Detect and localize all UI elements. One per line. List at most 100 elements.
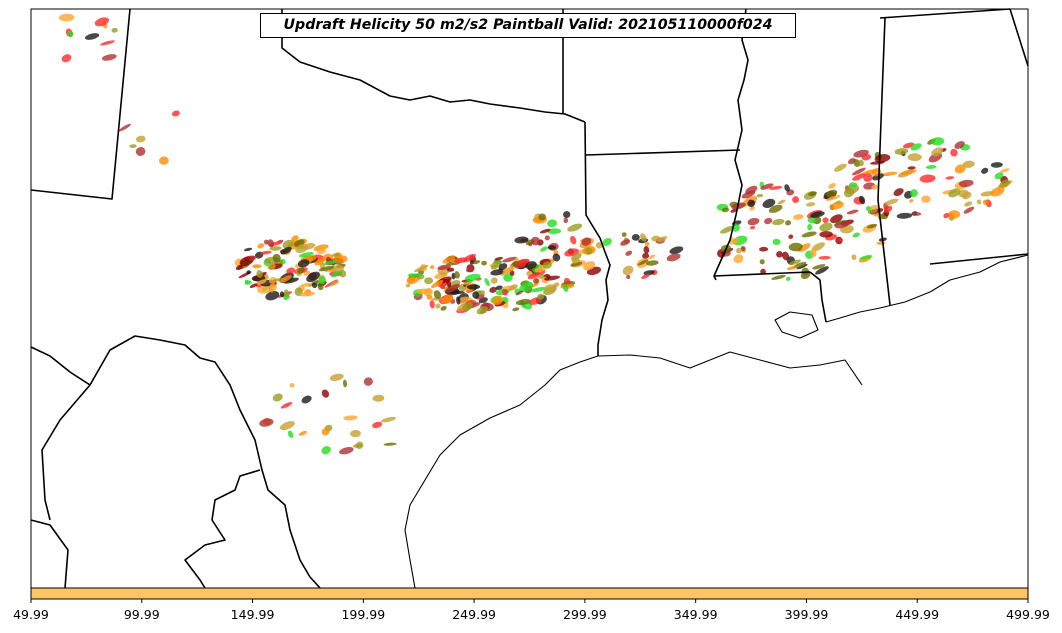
- paintball-blob: [279, 258, 286, 265]
- paintball-blob: [852, 173, 866, 181]
- paintball-blob: [792, 214, 804, 220]
- paintball-blob: [776, 251, 783, 258]
- colorbar-tick-label: 299.99: [563, 607, 607, 622]
- paintball-blob: [760, 183, 774, 190]
- paintball-blob: [372, 421, 383, 429]
- paintball-blob: [976, 199, 982, 205]
- paintball-blob: [570, 235, 577, 245]
- paintball-blob: [788, 234, 794, 239]
- paintball-blob: [313, 244, 328, 252]
- paintball-blob: [884, 205, 893, 213]
- paintball-blob: [826, 195, 841, 201]
- paintball-blob: [512, 307, 520, 312]
- paintball-blob: [747, 199, 756, 208]
- paintball-blob: [494, 256, 503, 261]
- paintball-blob: [286, 267, 296, 274]
- paintball-blob: [456, 296, 461, 305]
- paintball-blob: [772, 238, 781, 246]
- paintball-blob: [759, 246, 769, 252]
- paintball-blob: [990, 186, 1005, 197]
- paintball-blob: [749, 206, 756, 211]
- colorbar: [30, 587, 1029, 600]
- paintball-blob: [962, 160, 975, 168]
- colorbar-tick-label: 149.99: [230, 607, 275, 622]
- paintball-blob: [741, 190, 756, 199]
- map-title: Updraft Helicity 50 m2/s2 Paintball Vali…: [260, 13, 796, 38]
- paintball-blob: [542, 261, 552, 269]
- paintball-blob: [853, 159, 861, 167]
- paintball-blob: [539, 228, 551, 234]
- paintball-blob: [430, 265, 435, 270]
- paintball-blob: [777, 199, 786, 205]
- paintball-blob: [547, 228, 562, 235]
- paintball-blob: [171, 110, 180, 117]
- paintball-blob: [462, 301, 473, 311]
- paintball-blob: [721, 207, 730, 213]
- paintball-blob: [61, 54, 72, 63]
- paintball-blob: [759, 259, 765, 265]
- paintball-blob: [426, 294, 433, 300]
- paintball-blob: [785, 220, 792, 226]
- paintball-blob: [637, 259, 649, 266]
- paintball-blob: [958, 179, 974, 188]
- paintball-blob: [567, 223, 583, 232]
- paintball-blob: [525, 261, 537, 270]
- paintball-blob: [490, 269, 504, 276]
- paintball-blob: [859, 255, 873, 260]
- paintball-blob: [249, 255, 256, 262]
- paintball-blob: [380, 416, 397, 423]
- paintball-blob: [964, 201, 973, 207]
- paintball-blob: [789, 259, 801, 266]
- paintball-blob: [503, 273, 513, 282]
- paintball-blob: [796, 263, 808, 270]
- paintball-blob: [323, 260, 339, 266]
- paintball-blob: [429, 300, 435, 309]
- paintball-blob: [317, 284, 324, 291]
- paintball-blob: [666, 253, 681, 262]
- paintball-blob: [954, 141, 965, 149]
- paintball-blob: [476, 290, 486, 296]
- paintball-blob: [563, 217, 569, 224]
- paintball-blob: [909, 189, 918, 198]
- paintball-blob: [768, 204, 783, 213]
- paintball-blob: [785, 276, 791, 281]
- paintball-blob: [414, 264, 429, 273]
- colorbar-tick-label: 399.99: [784, 607, 829, 622]
- paintball-blob: [481, 260, 487, 266]
- paintball-blob: [943, 213, 950, 219]
- paintball-blob: [256, 270, 263, 278]
- paintball-blob: [563, 211, 571, 219]
- paintball-blob: [321, 428, 330, 436]
- paintball-blob: [792, 196, 800, 204]
- paintball-blob: [830, 201, 844, 210]
- paintball-blob: [947, 210, 961, 219]
- paintball-blob: [834, 220, 850, 229]
- paintball-blob: [440, 305, 447, 311]
- paintball-blob: [100, 40, 115, 46]
- paintball-blob: [811, 242, 825, 252]
- paintball-blob: [859, 195, 866, 205]
- paintball-blob: [874, 154, 891, 163]
- paintball-blob: [963, 206, 975, 214]
- paintball-blob: [530, 236, 540, 246]
- paintball-blob: [433, 290, 442, 299]
- paintball-blob: [625, 250, 633, 256]
- paintball-blob: [467, 284, 481, 290]
- paintball-blob: [287, 430, 294, 439]
- paintball-blob: [769, 185, 783, 190]
- paintball-blob: [465, 267, 475, 273]
- paintball-blob: [999, 179, 1011, 188]
- paintball-blob: [537, 293, 545, 300]
- colorbar-ticks: [30, 599, 1029, 603]
- paintball-blob: [515, 298, 531, 306]
- paintball-blob: [135, 135, 146, 143]
- paintball-blob: [869, 205, 880, 211]
- colorbar-tick-label: 99.99: [123, 607, 160, 622]
- paintball-blob: [812, 264, 826, 270]
- paintball-blob: [626, 274, 631, 280]
- paintball-blob: [945, 176, 955, 180]
- paintball-blob: [489, 286, 497, 293]
- paintball-blob: [67, 30, 74, 38]
- paintball-blob: [954, 164, 966, 174]
- paintball-blob: [981, 167, 989, 174]
